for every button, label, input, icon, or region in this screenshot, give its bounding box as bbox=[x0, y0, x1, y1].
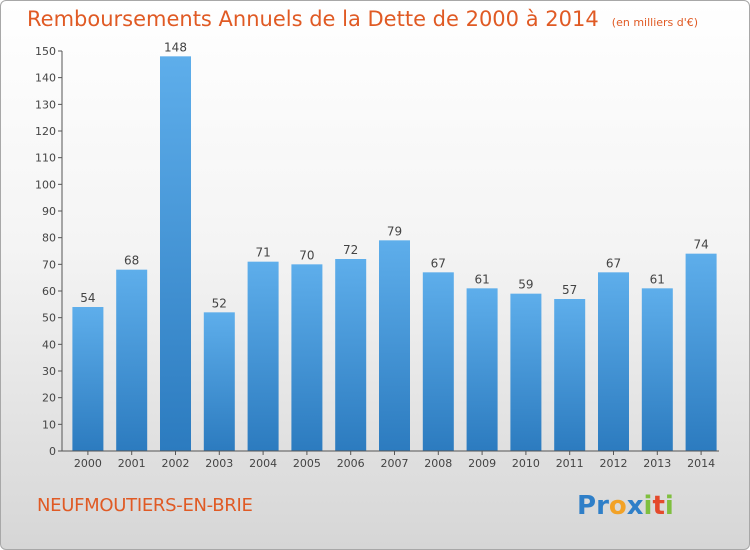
y-tick-label: 30 bbox=[42, 365, 56, 378]
y-tick-label: 150 bbox=[35, 45, 56, 58]
city-name: NEUFMOUTIERS-EN-BRIE bbox=[37, 495, 253, 516]
x-tick-label: 2004 bbox=[249, 457, 277, 470]
bar bbox=[160, 56, 191, 451]
logo-letter: P bbox=[577, 491, 597, 521]
x-tick-label: 2000 bbox=[74, 457, 102, 470]
bar-value-label: 52 bbox=[212, 296, 227, 310]
bar bbox=[72, 307, 104, 451]
bar-value-label: 54 bbox=[80, 291, 95, 305]
bar-value-label: 68 bbox=[124, 254, 139, 268]
y-tick-label: 10 bbox=[42, 418, 56, 431]
y-tick-label: 110 bbox=[35, 152, 56, 165]
bar bbox=[379, 240, 410, 451]
bar-value-label: 70 bbox=[299, 248, 314, 262]
x-tick-label: 2013 bbox=[643, 457, 671, 470]
bar bbox=[510, 293, 542, 451]
chart-title-unit: (en milliers d'€) bbox=[611, 16, 699, 29]
bar bbox=[554, 299, 586, 451]
x-tick-label: 2001 bbox=[118, 457, 146, 470]
y-tick-label: 80 bbox=[42, 232, 56, 245]
logo-letter: r bbox=[596, 491, 609, 521]
x-tick-label: 2008 bbox=[424, 457, 452, 470]
bar-value-label: 61 bbox=[650, 272, 665, 286]
y-tick-label: 140 bbox=[35, 72, 56, 85]
logo-letter: o bbox=[608, 491, 627, 521]
bar-value-label: 79 bbox=[387, 224, 402, 238]
x-tick-label: 2012 bbox=[600, 457, 628, 470]
bar-value-label: 148 bbox=[164, 40, 187, 54]
x-tick-label: 2002 bbox=[162, 457, 190, 470]
y-tick-label: 90 bbox=[42, 205, 56, 218]
bar bbox=[335, 259, 367, 451]
bar bbox=[466, 288, 498, 451]
y-tick-label: 40 bbox=[42, 338, 56, 351]
y-tick-label: 100 bbox=[35, 178, 56, 191]
logo-letter: i bbox=[664, 491, 674, 521]
chart-title-main: Remboursements Annuels de la Dette de 20… bbox=[27, 7, 599, 31]
x-axis: 2000 2001 2002 2003 2004 2005 2006 2007 2008 2009… bbox=[62, 450, 719, 470]
bar-value-label: 67 bbox=[606, 256, 621, 270]
bars: 54 68 148 52 71 70 72 79 67 61 59 57 67 61 74 bbox=[72, 40, 717, 451]
x-tick-label: 2007 bbox=[381, 457, 409, 470]
x-tick-label: 2009 bbox=[468, 457, 496, 470]
y-tick-label: 50 bbox=[42, 312, 56, 325]
y-axis: 0 10 20 30 40 50 60 70 80 90 100 110 120 130 140 150 bbox=[35, 45, 63, 458]
bar bbox=[598, 272, 629, 451]
logo-letter: t bbox=[652, 491, 665, 521]
logo-letter: i bbox=[643, 491, 653, 521]
x-tick-label: 2005 bbox=[293, 457, 321, 470]
bar bbox=[203, 312, 235, 451]
bar bbox=[116, 269, 148, 451]
y-tick-label: 20 bbox=[42, 392, 56, 405]
x-tick-label: 2003 bbox=[205, 457, 233, 470]
bar bbox=[247, 261, 279, 451]
chart-title: Remboursements Annuels de la Dette de 20… bbox=[27, 7, 698, 31]
x-tick-label: 2006 bbox=[337, 457, 365, 470]
bar bbox=[685, 253, 717, 451]
logo-letter: x bbox=[626, 491, 644, 521]
bar bbox=[291, 264, 323, 451]
x-tick-label: 2010 bbox=[512, 457, 540, 470]
y-tick-label: 130 bbox=[35, 98, 56, 111]
proxiti-logo: Proxiti bbox=[577, 491, 674, 521]
bar-value-label: 72 bbox=[343, 243, 358, 257]
x-tick-label: 2011 bbox=[556, 457, 584, 470]
y-tick-label: 120 bbox=[35, 125, 56, 138]
bar-value-label: 59 bbox=[518, 278, 533, 292]
bar bbox=[641, 288, 673, 451]
x-tick-label: 2014 bbox=[687, 457, 715, 470]
y-tick-label: 0 bbox=[49, 445, 56, 458]
bar-value-label: 74 bbox=[693, 238, 708, 252]
y-tick-label: 70 bbox=[42, 258, 56, 271]
bar bbox=[422, 272, 454, 451]
y-tick-label: 60 bbox=[42, 285, 56, 298]
bar-value-label: 67 bbox=[431, 256, 446, 270]
bar-value-label: 71 bbox=[255, 246, 270, 260]
bar-value-label: 61 bbox=[474, 272, 489, 286]
bar-value-label: 57 bbox=[562, 283, 577, 297]
